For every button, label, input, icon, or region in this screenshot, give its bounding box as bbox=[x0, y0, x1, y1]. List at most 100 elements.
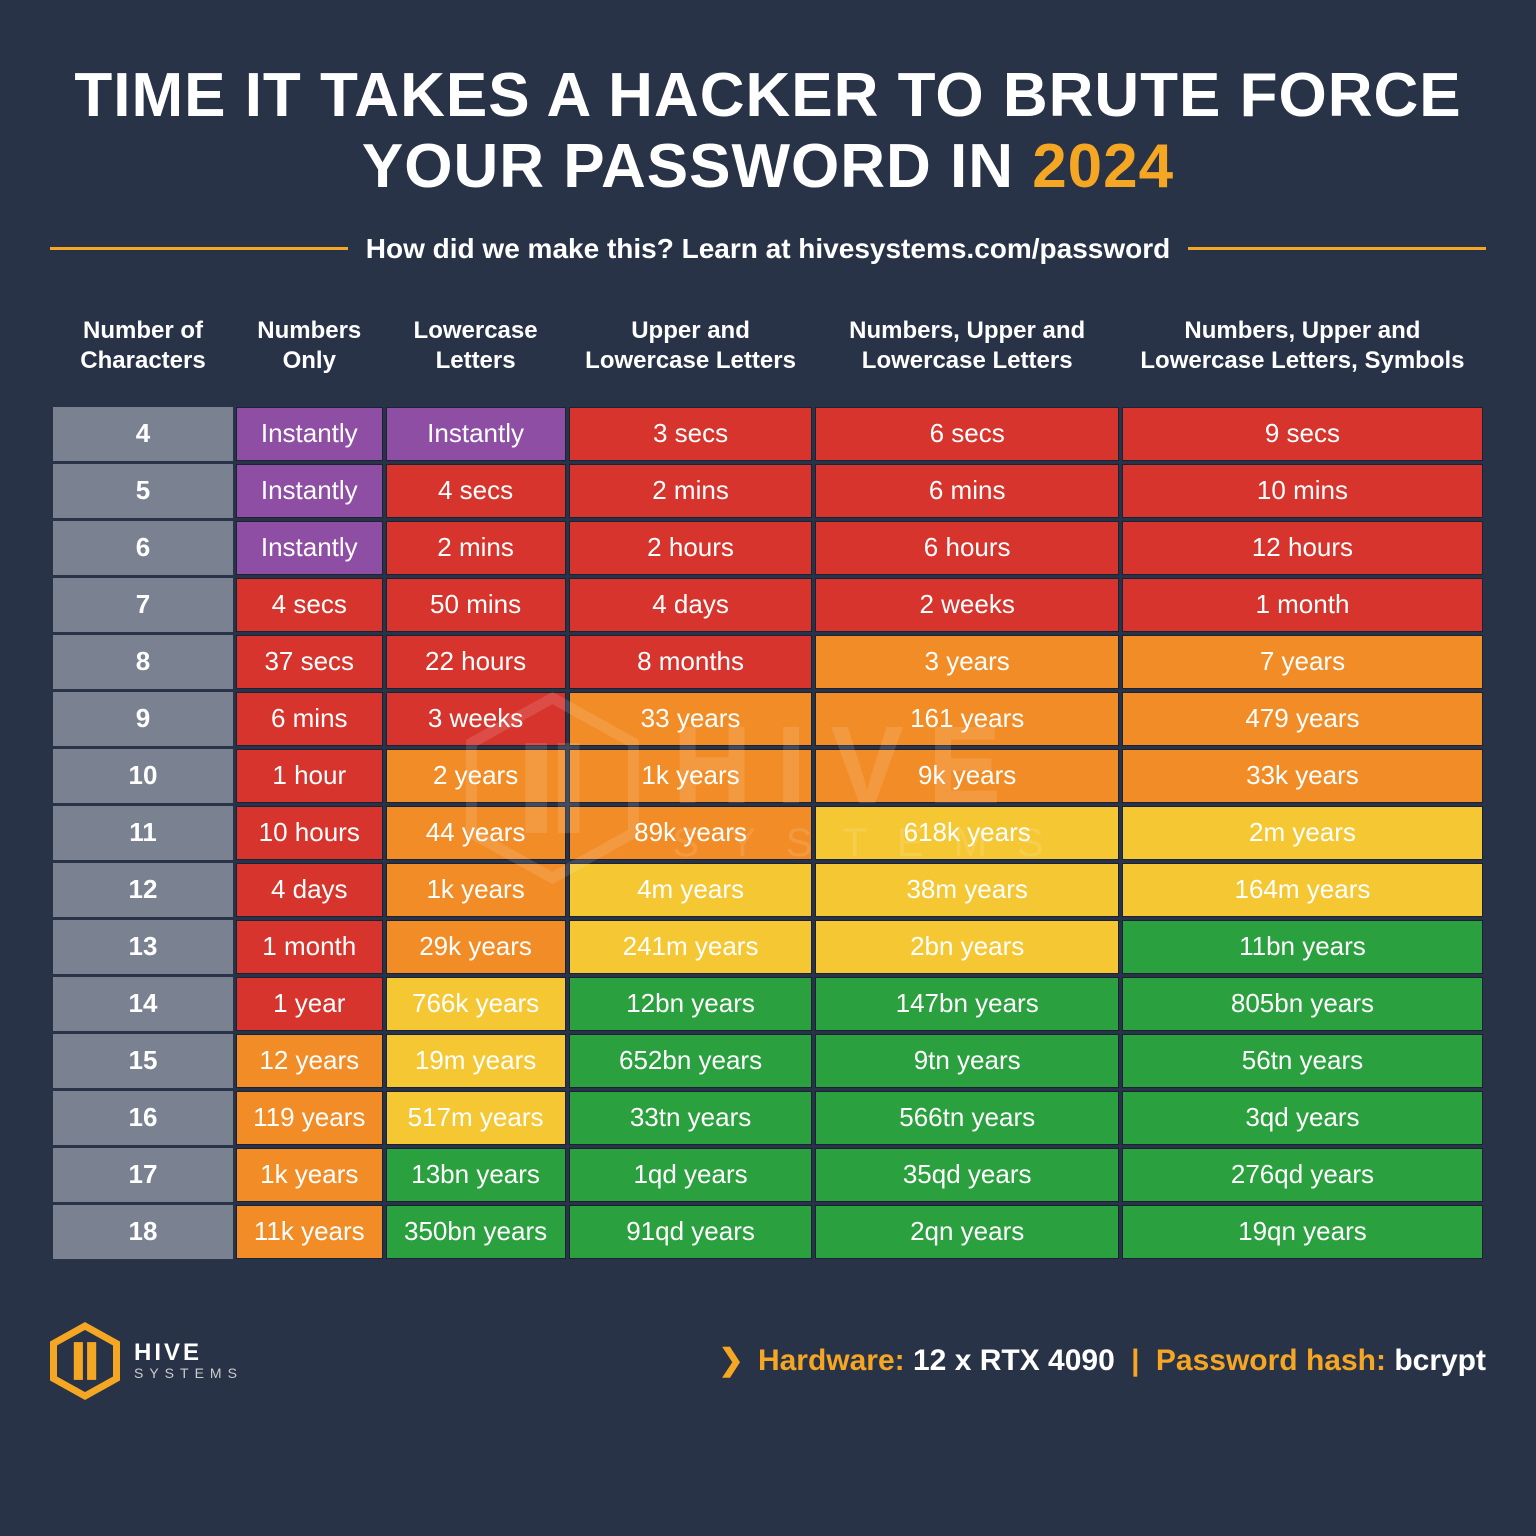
hardware-label: Hardware: bbox=[758, 1344, 905, 1377]
table-cell: 56tn years bbox=[1122, 1034, 1483, 1088]
table-row: 131 month29k years241m years2bn years11b… bbox=[53, 920, 1483, 974]
table-cell: 12 hours bbox=[1122, 521, 1483, 575]
table-cell: 1 month bbox=[1122, 578, 1483, 632]
table-cell: 618k years bbox=[815, 806, 1118, 860]
row-label: 13 bbox=[53, 920, 233, 974]
footer-info: ❯ Hardware: 12 x RTX 4090 | Password has… bbox=[718, 1343, 1486, 1378]
table-cell: 2 hours bbox=[569, 521, 813, 575]
table-cell: 2 mins bbox=[569, 464, 813, 518]
hardware-value: 12 x RTX 4090 bbox=[913, 1344, 1115, 1377]
table-row: 124 days1k years4m years38m years164m ye… bbox=[53, 863, 1483, 917]
table-cell: 4 secs bbox=[386, 464, 566, 518]
table-cell: 38m years bbox=[815, 863, 1118, 917]
table-row: 1110 hours44 years89k years618k years2m … bbox=[53, 806, 1483, 860]
table-cell: 6 mins bbox=[815, 464, 1118, 518]
table-cell: 350bn years bbox=[386, 1205, 566, 1259]
table-cell: 161 years bbox=[815, 692, 1118, 746]
table-cell: 11bn years bbox=[1122, 920, 1483, 974]
table-cell: Instantly bbox=[236, 521, 383, 575]
row-label: 12 bbox=[53, 863, 233, 917]
row-label: 8 bbox=[53, 635, 233, 689]
table-cell: 2bn years bbox=[815, 920, 1118, 974]
table-cell: 12bn years bbox=[569, 977, 813, 1031]
chevron-right-icon: ❯ bbox=[718, 1344, 743, 1377]
table-cell: 479 years bbox=[1122, 692, 1483, 746]
table-cell: 6 hours bbox=[815, 521, 1118, 575]
table-cell: 2 mins bbox=[386, 521, 566, 575]
table-cell: 1k years bbox=[236, 1148, 383, 1202]
hash-label: Password hash: bbox=[1156, 1344, 1386, 1377]
column-header: Numbers Only bbox=[236, 306, 383, 404]
table-cell: 10 hours bbox=[236, 806, 383, 860]
row-label: 15 bbox=[53, 1034, 233, 1088]
table-cell: 50 mins bbox=[386, 578, 566, 632]
table-cell: 9 secs bbox=[1122, 407, 1483, 461]
table-row: 96 mins3 weeks33 years161 years479 years bbox=[53, 692, 1483, 746]
subtitle-bar: How did we make this? Learn at hivesyste… bbox=[50, 233, 1486, 265]
table-cell: 164m years bbox=[1122, 863, 1483, 917]
row-label: 6 bbox=[53, 521, 233, 575]
row-label: 5 bbox=[53, 464, 233, 518]
page-title: TIME IT TAKES A HACKER TO BRUTE FORCE YO… bbox=[50, 60, 1486, 203]
row-label: 10 bbox=[53, 749, 233, 803]
footer: HIVE SYSTEMS ❯ Hardware: 12 x RTX 4090 |… bbox=[50, 1302, 1486, 1400]
row-label: 11 bbox=[53, 806, 233, 860]
column-header: Numbers, Upper and Lowercase Letters, Sy… bbox=[1122, 306, 1483, 404]
table-cell: 241m years bbox=[569, 920, 813, 974]
table-cell: 119 years bbox=[236, 1091, 383, 1145]
table-cell: 2 years bbox=[386, 749, 566, 803]
table-cell: 7 years bbox=[1122, 635, 1483, 689]
divider-right bbox=[1188, 247, 1486, 250]
logo-name: HIVE bbox=[134, 1340, 243, 1366]
row-label: 9 bbox=[53, 692, 233, 746]
table-cell: 33k years bbox=[1122, 749, 1483, 803]
table-cell: 33tn years bbox=[569, 1091, 813, 1145]
table-cell: 35qd years bbox=[815, 1148, 1118, 1202]
table-cell: 1 month bbox=[236, 920, 383, 974]
table-cell: 766k years bbox=[386, 977, 566, 1031]
table-cell: 1k years bbox=[569, 749, 813, 803]
logo-sub: SYSTEMS bbox=[134, 1366, 243, 1381]
table-cell: 4 days bbox=[569, 578, 813, 632]
table-cell: 4m years bbox=[569, 863, 813, 917]
table-cell: 517m years bbox=[386, 1091, 566, 1145]
row-label: 17 bbox=[53, 1148, 233, 1202]
table-cell: 276qd years bbox=[1122, 1148, 1483, 1202]
table-cell: 8 months bbox=[569, 635, 813, 689]
password-table: Number of CharactersNumbers OnlyLowercas… bbox=[50, 303, 1486, 1262]
table-cell: 2m years bbox=[1122, 806, 1483, 860]
table-cell: 12 years bbox=[236, 1034, 383, 1088]
table-cell: Instantly bbox=[236, 464, 383, 518]
table-cell: 1qd years bbox=[569, 1148, 813, 1202]
subtitle-text: How did we make this? Learn at hivesyste… bbox=[366, 233, 1170, 265]
table-cell: 3 secs bbox=[569, 407, 813, 461]
table-row: 141 year766k years12bn years147bn years8… bbox=[53, 977, 1483, 1031]
table-cell: 19qn years bbox=[1122, 1205, 1483, 1259]
table-row: 5Instantly4 secs2 mins6 mins10 mins bbox=[53, 464, 1483, 518]
table-cell: 147bn years bbox=[815, 977, 1118, 1031]
logo-hex-icon bbox=[50, 1322, 120, 1400]
table-cell: Instantly bbox=[236, 407, 383, 461]
row-label: 4 bbox=[53, 407, 233, 461]
title-year: 2024 bbox=[1032, 132, 1174, 201]
table-cell: 44 years bbox=[386, 806, 566, 860]
table-row: 1512 years19m years652bn years9tn years5… bbox=[53, 1034, 1483, 1088]
table-cell: 11k years bbox=[236, 1205, 383, 1259]
table-cell: 1 hour bbox=[236, 749, 383, 803]
table-row: 1811k years350bn years91qd years2qn year… bbox=[53, 1205, 1483, 1259]
logo: HIVE SYSTEMS bbox=[50, 1322, 243, 1400]
table-cell: 652bn years bbox=[569, 1034, 813, 1088]
table-row: 6Instantly2 mins2 hours6 hours12 hours bbox=[53, 521, 1483, 575]
table-cell: 91qd years bbox=[569, 1205, 813, 1259]
table-row: 171k years13bn years1qd years35qd years2… bbox=[53, 1148, 1483, 1202]
table-cell: 6 secs bbox=[815, 407, 1118, 461]
table-cell: 6 mins bbox=[236, 692, 383, 746]
table-cell: 2 weeks bbox=[815, 578, 1118, 632]
separator: | bbox=[1131, 1344, 1139, 1377]
table-row: 837 secs22 hours8 months3 years7 years bbox=[53, 635, 1483, 689]
table-row: 4InstantlyInstantly3 secs6 secs9 secs bbox=[53, 407, 1483, 461]
hash-value: bcrypt bbox=[1394, 1344, 1486, 1377]
row-label: 16 bbox=[53, 1091, 233, 1145]
table-cell: 805bn years bbox=[1122, 977, 1483, 1031]
table-cell: 9k years bbox=[815, 749, 1118, 803]
